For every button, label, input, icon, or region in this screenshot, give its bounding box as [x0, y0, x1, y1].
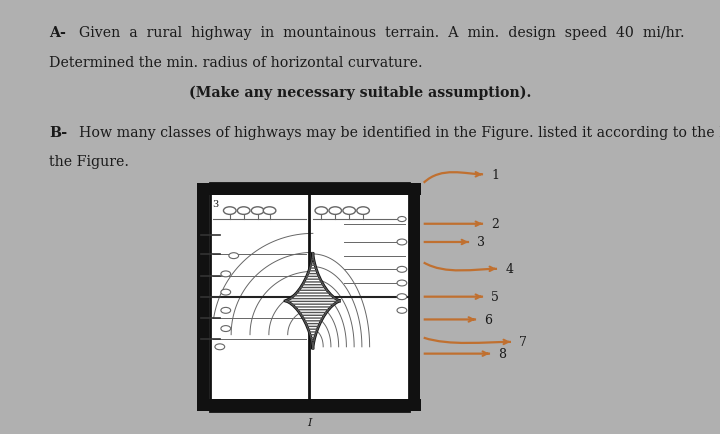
Circle shape	[397, 240, 407, 245]
Polygon shape	[285, 253, 341, 349]
Text: Given  a  rural  highway  in  mountainous  terrain.  A  min.  design  speed  40 : Given a rural highway in mountainous ter…	[79, 26, 685, 39]
Circle shape	[397, 217, 406, 222]
Circle shape	[223, 207, 236, 215]
Text: (Make any necessary suitable assumption).: (Make any necessary suitable assumption)…	[189, 85, 531, 99]
Bar	[197, 183, 421, 195]
Circle shape	[397, 308, 407, 314]
Circle shape	[357, 207, 369, 215]
Circle shape	[221, 271, 230, 277]
Bar	[197, 183, 209, 411]
Text: B-: B-	[49, 125, 68, 139]
Text: Determined the min. radius of horizontal curvature.: Determined the min. radius of horizontal…	[49, 56, 423, 70]
Bar	[210, 183, 409, 411]
Circle shape	[343, 207, 356, 215]
Circle shape	[238, 207, 250, 215]
Bar	[197, 399, 421, 411]
Circle shape	[221, 308, 230, 314]
Text: the Figure.: the Figure.	[49, 155, 129, 169]
Circle shape	[215, 344, 225, 350]
Text: How many classes of highways may be identified in the Figure. listed it accordin: How many classes of highways may be iden…	[79, 125, 720, 139]
Circle shape	[397, 280, 407, 286]
Text: 7: 7	[519, 335, 527, 349]
Circle shape	[264, 207, 276, 215]
Text: 5: 5	[492, 290, 499, 303]
Circle shape	[251, 207, 264, 215]
Text: 3: 3	[212, 200, 218, 209]
Circle shape	[315, 207, 328, 215]
Bar	[210, 183, 409, 411]
Text: 1: 1	[492, 168, 500, 181]
Text: 2: 2	[492, 218, 499, 231]
Text: 4: 4	[505, 263, 513, 276]
Circle shape	[229, 253, 238, 259]
Text: I: I	[307, 417, 312, 427]
Text: 8: 8	[498, 347, 506, 360]
Circle shape	[221, 326, 230, 332]
Circle shape	[397, 267, 407, 273]
Text: 6: 6	[485, 313, 492, 326]
Circle shape	[329, 207, 341, 215]
Circle shape	[221, 289, 230, 296]
Bar	[409, 183, 420, 411]
Text: A-: A-	[49, 26, 66, 39]
Circle shape	[397, 294, 407, 300]
Text: 3: 3	[477, 236, 485, 249]
